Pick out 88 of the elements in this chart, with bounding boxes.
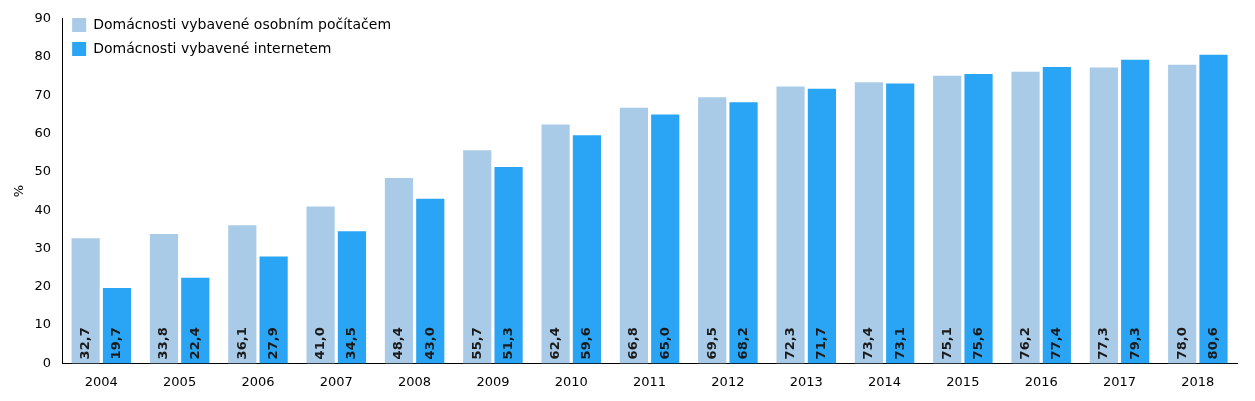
- bar: [776, 86, 805, 364]
- data-label: 32,7: [77, 327, 93, 360]
- bar: [619, 107, 649, 364]
- data-label: 62,4: [546, 327, 562, 360]
- bar: [102, 287, 132, 364]
- bar: [886, 83, 915, 364]
- bar: [494, 166, 523, 364]
- data-label: 65,0: [656, 327, 672, 360]
- x-tick-label: 2011: [633, 373, 667, 389]
- x-tick-label: 2015: [946, 373, 980, 389]
- data-label: 68,2: [734, 327, 750, 360]
- data-label: 34,5: [343, 327, 359, 360]
- data-label: 19,7: [108, 327, 124, 360]
- data-label: 76,2: [1016, 327, 1032, 360]
- y-tick-label: 40: [34, 201, 52, 217]
- bar: [71, 238, 100, 364]
- bar: [572, 135, 602, 364]
- data-label: 77,4: [1048, 327, 1064, 360]
- y-tick-label: 70: [34, 86, 52, 102]
- data-label: 22,4: [186, 327, 202, 360]
- data-label: 43,0: [421, 327, 437, 360]
- data-label: 75,1: [938, 327, 954, 360]
- data-label: 79,3: [1126, 327, 1142, 360]
- bar: [1168, 64, 1197, 364]
- bar: [807, 88, 836, 364]
- bar: [729, 102, 758, 364]
- x-tick-label: 2013: [789, 373, 823, 389]
- y-tick-label: 10: [34, 316, 52, 332]
- data-label: 73,4: [860, 327, 876, 360]
- bar: [933, 75, 962, 364]
- bar: [854, 82, 883, 364]
- y-tick-label: 0: [42, 354, 52, 370]
- x-tick-label: 2007: [319, 373, 353, 389]
- x-tick-label: 2006: [241, 373, 275, 389]
- bar: [384, 178, 414, 364]
- bar: [541, 124, 570, 364]
- data-label: 59,6: [578, 327, 594, 360]
- y-tick-label: 20: [34, 278, 52, 294]
- data-label: 41,0: [311, 327, 327, 360]
- x-tick-label: 2009: [476, 373, 510, 389]
- bar: [149, 233, 179, 364]
- data-label: 36,1: [233, 327, 249, 360]
- bar: [1121, 59, 1150, 364]
- data-label: 55,7: [468, 327, 484, 360]
- data-label: 27,9: [264, 327, 280, 360]
- x-tick-label: 2010: [554, 373, 588, 389]
- bar: [463, 150, 492, 364]
- data-label: 72,3: [781, 327, 797, 360]
- bar: [416, 198, 445, 364]
- y-tick-label: 90: [34, 10, 52, 26]
- data-label: 77,3: [1095, 327, 1111, 360]
- bar: [259, 256, 288, 364]
- x-tick-label: 2014: [868, 373, 902, 389]
- x-tick-label: 2005: [163, 373, 197, 389]
- x-tick-label: 2004: [84, 373, 118, 389]
- data-label: 78,0: [1173, 327, 1189, 360]
- bar: [1089, 67, 1118, 364]
- y-tick-label: 50: [34, 163, 52, 179]
- x-tick-label: 2018: [1181, 373, 1215, 389]
- data-label: 51,3: [499, 327, 515, 360]
- y-tick-label: 80: [34, 48, 52, 64]
- bar: [337, 231, 367, 364]
- data-label: 48,4: [390, 327, 406, 360]
- x-tick-label: 2016: [1024, 373, 1058, 389]
- y-tick-label: 30: [34, 239, 52, 255]
- bar: [1042, 67, 1071, 364]
- bar: [228, 225, 257, 364]
- data-label: 33,8: [155, 327, 171, 360]
- bar: [181, 277, 210, 364]
- bar: [1011, 71, 1040, 364]
- bar: [1199, 54, 1228, 364]
- data-label: 69,5: [703, 327, 719, 360]
- y-tick-label: 60: [34, 125, 52, 141]
- data-label: 80,6: [1204, 327, 1220, 360]
- x-tick-label: 2012: [711, 373, 745, 389]
- legend-label: Domácnosti vybavené osobním počítačem: [93, 15, 392, 32]
- bar: [306, 206, 335, 364]
- legend-label: Domácnosti vybavené internetem: [93, 39, 332, 56]
- bar: [964, 73, 993, 364]
- data-label: 71,7: [813, 327, 829, 360]
- data-label: 66,8: [625, 327, 641, 360]
- x-tick-label: 2008: [398, 373, 432, 389]
- x-tick-label: 2017: [1102, 373, 1137, 389]
- data-label: 73,1: [891, 327, 907, 360]
- y-axis-title: %: [11, 184, 27, 198]
- data-label: 75,6: [969, 327, 985, 360]
- bar: [698, 97, 727, 364]
- bar: [651, 114, 680, 364]
